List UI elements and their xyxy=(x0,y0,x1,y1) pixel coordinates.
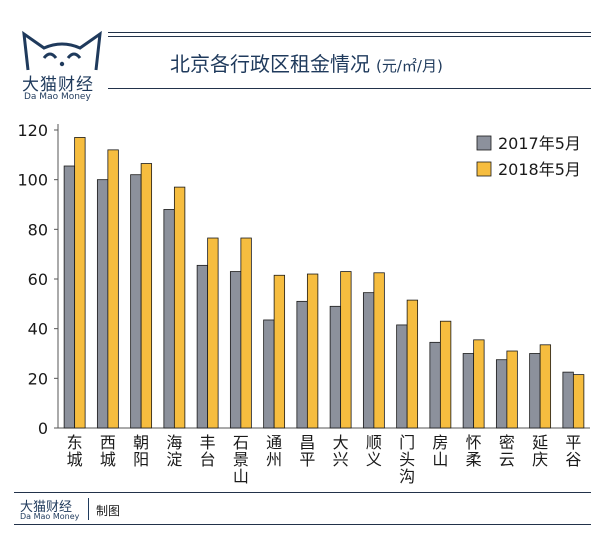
footer-brand-cn: 大猫财经 xyxy=(20,500,73,515)
footer-separator xyxy=(88,498,89,520)
y-tick-label: 40 xyxy=(28,320,48,339)
x-tick-label-char: 平 xyxy=(299,450,315,469)
bar xyxy=(140,163,153,429)
bar xyxy=(529,353,541,429)
x-tick-label-char: 海 xyxy=(166,433,182,452)
x-tick-label-char: 庆 xyxy=(532,450,548,469)
bar xyxy=(362,292,375,429)
chart-title-unit: (元/㎡/月) xyxy=(376,57,443,75)
bar xyxy=(539,344,552,429)
x-tick-label-char: 兴 xyxy=(333,450,349,469)
footer-credit: 制图 xyxy=(96,504,121,518)
header-rule-bottom xyxy=(108,88,591,89)
bar xyxy=(240,237,252,429)
x-tick-label-char: 石 xyxy=(233,433,249,452)
bar xyxy=(63,165,76,429)
bar xyxy=(340,271,352,429)
bar xyxy=(429,341,441,429)
x-tick-label-char: 丰 xyxy=(200,433,216,452)
bar xyxy=(572,374,585,429)
header-rule-second xyxy=(108,36,591,37)
bar xyxy=(439,320,452,429)
x-tick-label-char: 头 xyxy=(399,450,415,469)
bar xyxy=(462,353,475,429)
x-tick-label-char: 义 xyxy=(366,450,382,469)
chart-title-text: 北京各行政区租金情况 xyxy=(170,52,370,76)
bar xyxy=(273,274,286,429)
y-tick-label: 100 xyxy=(17,171,48,190)
footer-rule xyxy=(14,492,591,493)
x-tick-label-char: 密 xyxy=(499,433,515,452)
bar xyxy=(396,324,408,429)
cat-head-outline xyxy=(22,30,102,71)
x-tick-label-char: 云 xyxy=(499,450,515,469)
y-tick-label: 0 xyxy=(38,419,48,438)
header-rule-top xyxy=(108,32,591,33)
y-tick-label: 120 xyxy=(17,121,48,140)
cat-nose xyxy=(59,61,65,67)
x-tick-label-char: 房 xyxy=(432,433,448,452)
bar xyxy=(207,237,219,429)
dmao-logo xyxy=(22,30,102,71)
bar xyxy=(373,272,385,429)
bar xyxy=(163,209,175,429)
x-tick-label-char: 谷 xyxy=(565,450,581,469)
bar xyxy=(406,299,419,429)
bar xyxy=(495,359,508,429)
y-tick-label: 60 xyxy=(28,270,48,289)
x-tick-label-char: 山 xyxy=(233,467,249,486)
bar xyxy=(296,300,308,429)
bar xyxy=(263,319,275,429)
x-tick-label-char: 城 xyxy=(67,450,83,469)
bar xyxy=(506,350,518,429)
x-tick-label-char: 台 xyxy=(200,450,216,469)
x-tick-label-char: 山 xyxy=(432,450,448,469)
x-tick-label-char: 城 xyxy=(100,450,116,469)
x-tick-label-char: 大 xyxy=(333,433,349,452)
bar xyxy=(107,149,119,429)
x-tick-label-char: 怀 xyxy=(466,433,482,452)
brand-name-cn: 大猫财经 xyxy=(22,75,94,95)
bar xyxy=(96,179,109,429)
legend-swatch xyxy=(476,135,492,151)
x-tick-label-char: 州 xyxy=(266,450,282,469)
x-tick-label-char: 顺 xyxy=(366,433,382,452)
bar xyxy=(196,264,209,429)
bar xyxy=(130,174,142,429)
bar xyxy=(473,339,485,429)
footer-brand-en: Da Mao Money xyxy=(20,512,80,521)
x-tick-label-char: 昌 xyxy=(299,433,315,452)
x-tick-label-char: 淀 xyxy=(166,450,182,469)
chart-title: 北京各行政区租金情况 (元/㎡/月) xyxy=(170,48,443,77)
brand-name-en: Da Mao Money xyxy=(24,92,91,102)
bar xyxy=(562,371,574,429)
legend-label: 2018年5月 xyxy=(498,160,581,179)
x-tick-label-char: 东 xyxy=(67,433,83,452)
bar xyxy=(74,137,86,429)
x-tick-label-char: 阳 xyxy=(133,450,149,469)
bar xyxy=(329,305,342,429)
bar xyxy=(229,271,242,429)
x-tick-label-char: 柔 xyxy=(466,450,482,469)
bar xyxy=(306,273,319,429)
x-tick-label-char: 门 xyxy=(399,433,415,452)
x-tick-label-char: 平 xyxy=(565,433,581,452)
legend-swatch xyxy=(476,161,492,177)
x-tick-label-char: 景 xyxy=(233,450,249,469)
cat-eyes xyxy=(42,52,82,59)
bar xyxy=(173,186,186,429)
footer-rule-bottom xyxy=(14,524,591,525)
x-tick-label-char: 沟 xyxy=(399,467,415,486)
legend-label: 2017年5月 xyxy=(498,134,581,153)
x-tick-label-char: 朝 xyxy=(133,433,149,452)
x-tick-label-char: 通 xyxy=(266,433,282,452)
x-tick-label-char: 西 xyxy=(100,433,116,452)
y-tick-label: 20 xyxy=(28,369,48,388)
x-tick-label-char: 延 xyxy=(532,433,548,452)
y-tick-label: 80 xyxy=(28,220,48,239)
